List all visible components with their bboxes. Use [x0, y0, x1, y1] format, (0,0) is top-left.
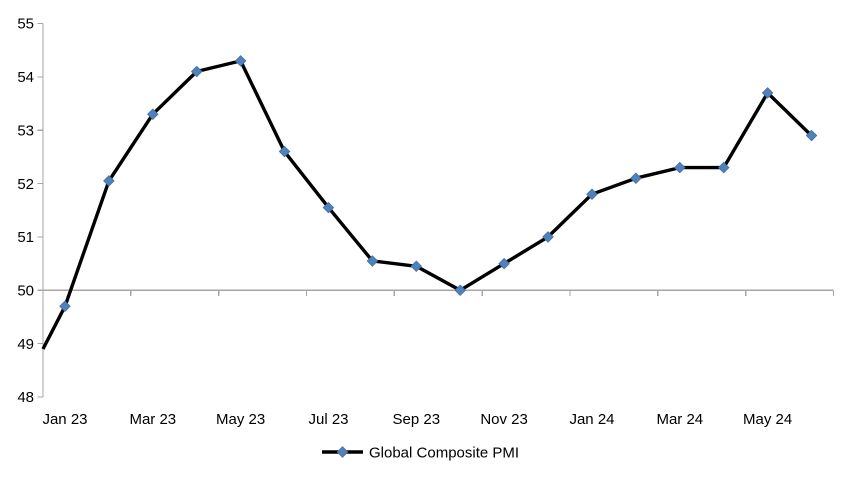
y-axis-label: 49 [17, 336, 34, 353]
data-point-marker [322, 201, 335, 214]
legend-diamond-icon [336, 446, 349, 458]
y-axis-label: 55 [17, 16, 34, 33]
data-point-marker [498, 257, 510, 270]
x-axis-label: Mar 24 [656, 411, 703, 428]
data-point-marker [542, 231, 554, 243]
y-axis-label: 53 [17, 122, 34, 139]
data-point-marker [234, 55, 247, 67]
x-axis-label: Nov 23 [480, 411, 528, 428]
data-point-marker [147, 108, 159, 120]
data-point-marker [103, 175, 115, 187]
legend-label: Global Composite PMI [369, 444, 519, 461]
data-point-marker [366, 255, 379, 267]
data-point-marker [278, 145, 291, 158]
y-axis-label: 52 [17, 176, 34, 193]
x-axis-label: Mar 23 [129, 411, 176, 428]
y-axis-label: 54 [17, 69, 34, 86]
x-axis-label: May 23 [216, 411, 265, 428]
data-point-marker [630, 172, 642, 185]
data-point-marker [674, 161, 686, 174]
series-layer [41, 55, 818, 350]
y-axis-label: 50 [17, 282, 34, 299]
data-point-marker [410, 260, 423, 273]
data-point-marker [454, 284, 466, 297]
legend: Global Composite PMI [322, 444, 519, 461]
x-axis-label: Sep 23 [393, 411, 441, 428]
data-point-marker [190, 65, 203, 78]
data-point-marker [805, 129, 818, 142]
data-point-marker [717, 161, 730, 174]
x-axis-label: Jan 24 [569, 411, 614, 428]
y-axis-label: 51 [17, 229, 34, 246]
x-axis-label: Jul 23 [308, 411, 348, 428]
axes-layer: 48 49 50 51 52 53 54 55 [17, 16, 835, 406]
x-axis-label: May 24 [743, 411, 792, 428]
x-axis-label: Jan 23 [42, 411, 87, 428]
data-point-marker [59, 300, 71, 313]
data-point-marker [586, 188, 598, 201]
x-axis-labels-layer: Jan 23 Mar 23 May 23 Jul 23 Sep 23 Nov 23 Jan … [42, 411, 792, 428]
data-point-marker [761, 87, 774, 99]
pmi-series-line [41, 59, 813, 350]
y-axis-label: 48 [17, 389, 34, 406]
